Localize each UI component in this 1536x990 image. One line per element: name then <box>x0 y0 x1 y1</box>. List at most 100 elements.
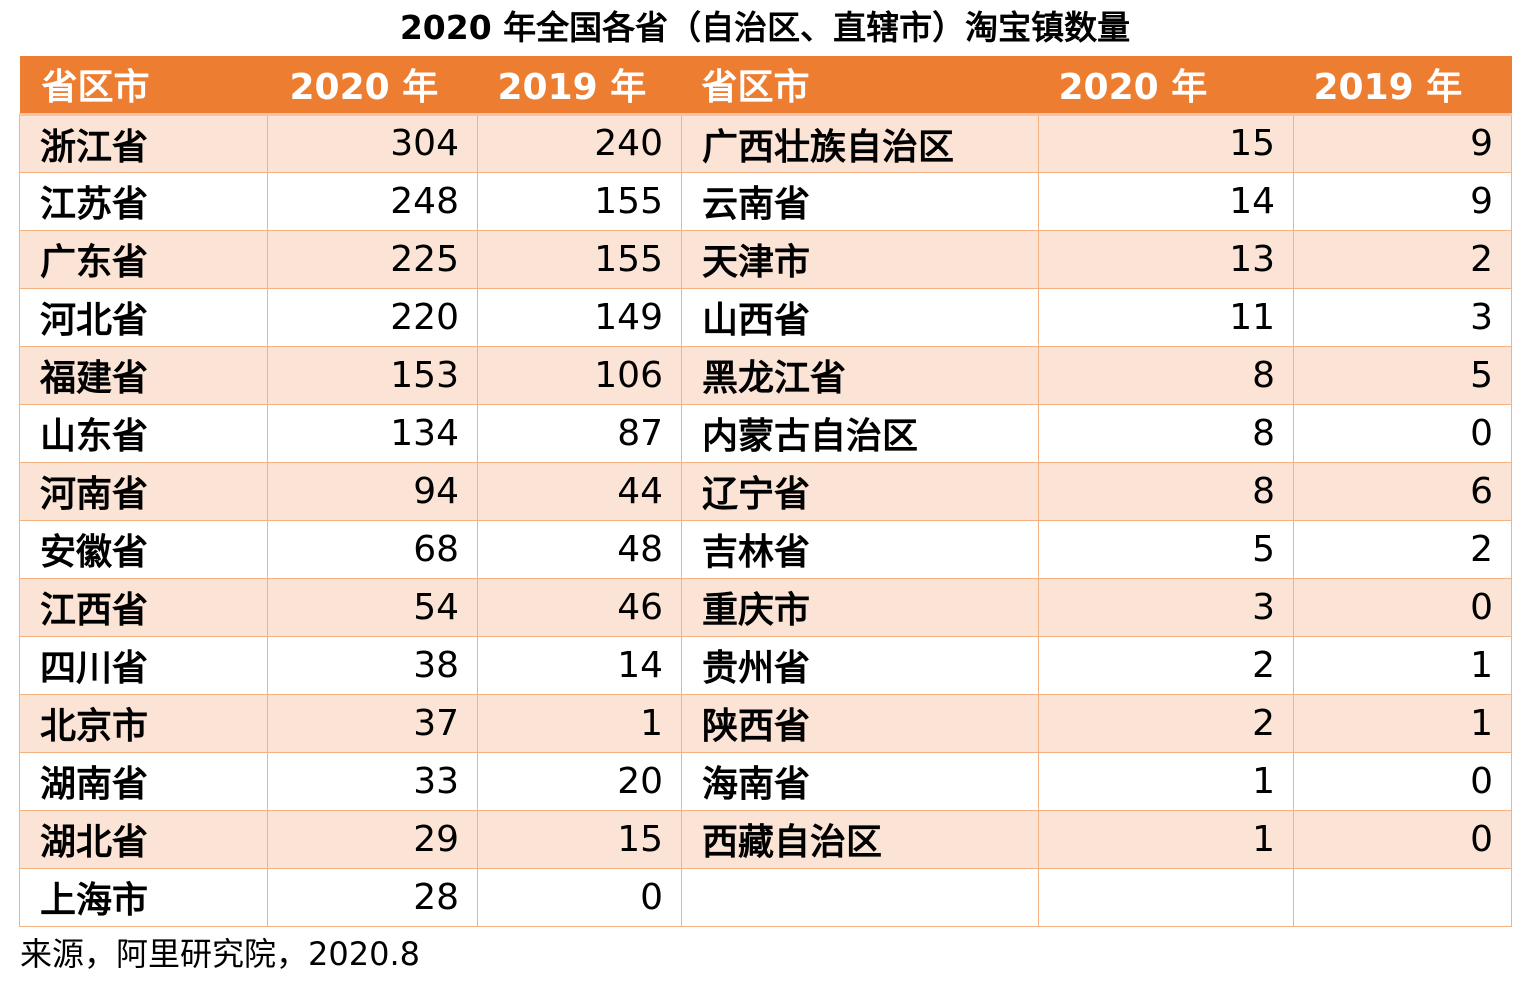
cell-province-left: 河南省 <box>19 461 268 521</box>
source-note: 来源，阿里研究院，2020.8 <box>20 935 420 973</box>
cell-2020-left: 94 <box>267 461 478 521</box>
cell-2020-left: 248 <box>267 171 478 231</box>
cell-2019-left: 149 <box>477 287 682 347</box>
table-row: 江西省 54 46 重庆市 3 0 <box>19 577 1512 637</box>
cell-2020-right: 8 <box>1038 403 1294 463</box>
cell-2019-left: 1 <box>477 693 682 753</box>
cell-province-left: 湖北省 <box>19 809 268 869</box>
cell-2020-left: 304 <box>267 113 478 173</box>
cell-2020-left: 33 <box>267 751 478 811</box>
cell-province-left: 河北省 <box>19 287 268 347</box>
cell-province-left: 四川省 <box>19 635 268 695</box>
cell-2019-right: 0 <box>1293 577 1512 637</box>
cell-province-right: 山西省 <box>681 287 1039 347</box>
table-row: 北京市 37 1 陕西省 2 1 <box>19 693 1512 753</box>
cell-province-right: 广西壮族自治区 <box>681 113 1039 173</box>
table-row: 浙江省 304 240 广西壮族自治区 15 9 <box>19 113 1512 173</box>
cell-2019-left: 106 <box>477 345 682 405</box>
cell-2020-left: 54 <box>267 577 478 637</box>
cell-2019-left: 20 <box>477 751 682 811</box>
cell-2019-right: 3 <box>1293 287 1512 347</box>
cell-2019-left: 155 <box>477 229 682 289</box>
table-row: 广东省 225 155 天津市 13 2 <box>19 229 1512 289</box>
cell-2019-right: 1 <box>1293 635 1512 695</box>
cell-province-right: 天津市 <box>681 229 1039 289</box>
cell-2019-right: 5 <box>1293 345 1512 405</box>
table-row: 上海市 28 0 <box>19 867 1512 927</box>
cell-2020-right: 14 <box>1038 171 1294 231</box>
cell-2020-right: 5 <box>1038 519 1294 579</box>
table-header-row: 省区市 2020 年 2019 年 省区市 2020 年 2019 年 <box>19 56 1512 116</box>
cell-province-right: 云南省 <box>681 171 1039 231</box>
table-body: 浙江省 304 240 广西壮族自治区 15 9 江苏省 248 155 云南省 14 9 广东省 225… <box>19 113 1512 927</box>
cell-2020-right: 1 <box>1038 809 1294 869</box>
cell-2020-right: 2 <box>1038 693 1294 753</box>
cell-province-left: 广东省 <box>19 229 268 289</box>
table-row: 山东省 134 87 内蒙古自治区 8 0 <box>19 403 1512 463</box>
cell-2020-right: 11 <box>1038 287 1294 347</box>
cell-2020-right: 15 <box>1038 113 1294 173</box>
cell-2019-left: 46 <box>477 577 682 637</box>
cell-2019-right: 6 <box>1293 461 1512 521</box>
cell-2020-right: 8 <box>1038 461 1294 521</box>
cell-2020-left: 38 <box>267 635 478 695</box>
cell-province-left: 上海市 <box>19 867 268 927</box>
cell-province-right: 贵州省 <box>681 635 1039 695</box>
table-row: 福建省 153 106 黑龙江省 8 5 <box>19 345 1512 405</box>
cell-2019-right: 2 <box>1293 229 1512 289</box>
cell-2020-left: 28 <box>267 867 478 927</box>
table-title: 2020 年全国各省（自治区、直辖市）淘宝镇数量 <box>399 8 1131 47</box>
table-row: 江苏省 248 155 云南省 14 9 <box>19 171 1512 231</box>
cell-2019-right: 1 <box>1293 693 1512 753</box>
cell-province-right: 海南省 <box>681 751 1039 811</box>
cell-2019-left: 44 <box>477 461 682 521</box>
cell-2020-left: 220 <box>267 287 478 347</box>
cell-2019-right: 0 <box>1293 751 1512 811</box>
header-province-right: 省区市 <box>681 56 1039 116</box>
table-row: 安徽省 68 48 吉林省 5 2 <box>19 519 1512 579</box>
header-2020-left: 2020 年 <box>267 56 478 116</box>
cell-province-left: 湖南省 <box>19 751 268 811</box>
cell-province-left: 山东省 <box>19 403 268 463</box>
cell-province-left: 浙江省 <box>19 113 268 173</box>
header-2020-right: 2020 年 <box>1038 56 1294 116</box>
cell-2019-right: 2 <box>1293 519 1512 579</box>
cell-2019-left: 87 <box>477 403 682 463</box>
cell-2020-left: 68 <box>267 519 478 579</box>
cell-2019-right: 0 <box>1293 403 1512 463</box>
cell-2020-left: 225 <box>267 229 478 289</box>
data-table: 省区市 2020 年 2019 年 省区市 2020 年 2019 年 浙江省 3… <box>19 56 1512 927</box>
cell-province-left: 江西省 <box>19 577 268 637</box>
cell-2019-left: 14 <box>477 635 682 695</box>
cell-2019-right <box>1293 867 1512 927</box>
table-row: 河南省 94 44 辽宁省 8 6 <box>19 461 1512 521</box>
cell-2020-right: 3 <box>1038 577 1294 637</box>
table-row: 湖南省 33 20 海南省 1 0 <box>19 751 1512 811</box>
cell-2020-right <box>1038 867 1294 927</box>
cell-2020-left: 153 <box>267 345 478 405</box>
cell-2019-left: 240 <box>477 113 682 173</box>
cell-2020-right: 13 <box>1038 229 1294 289</box>
cell-2019-right: 9 <box>1293 171 1512 231</box>
cell-province-left: 江苏省 <box>19 171 268 231</box>
table-row: 四川省 38 14 贵州省 2 1 <box>19 635 1512 695</box>
cell-2019-right: 9 <box>1293 113 1512 173</box>
cell-province-right <box>681 867 1039 927</box>
cell-2020-right: 8 <box>1038 345 1294 405</box>
cell-2019-left: 48 <box>477 519 682 579</box>
cell-province-right: 陕西省 <box>681 693 1039 753</box>
cell-province-right: 西藏自治区 <box>681 809 1039 869</box>
header-2019-left: 2019 年 <box>477 56 682 116</box>
cell-province-right: 辽宁省 <box>681 461 1039 521</box>
cell-2019-left: 15 <box>477 809 682 869</box>
cell-province-right: 内蒙古自治区 <box>681 403 1039 463</box>
cell-province-left: 福建省 <box>19 345 268 405</box>
cell-province-left: 安徽省 <box>19 519 268 579</box>
header-2019-right: 2019 年 <box>1293 56 1512 116</box>
table-row: 河北省 220 149 山西省 11 3 <box>19 287 1512 347</box>
cell-province-right: 黑龙江省 <box>681 345 1039 405</box>
header-province-left: 省区市 <box>19 56 268 116</box>
cell-2019-right: 0 <box>1293 809 1512 869</box>
cell-2020-right: 2 <box>1038 635 1294 695</box>
cell-2019-left: 155 <box>477 171 682 231</box>
